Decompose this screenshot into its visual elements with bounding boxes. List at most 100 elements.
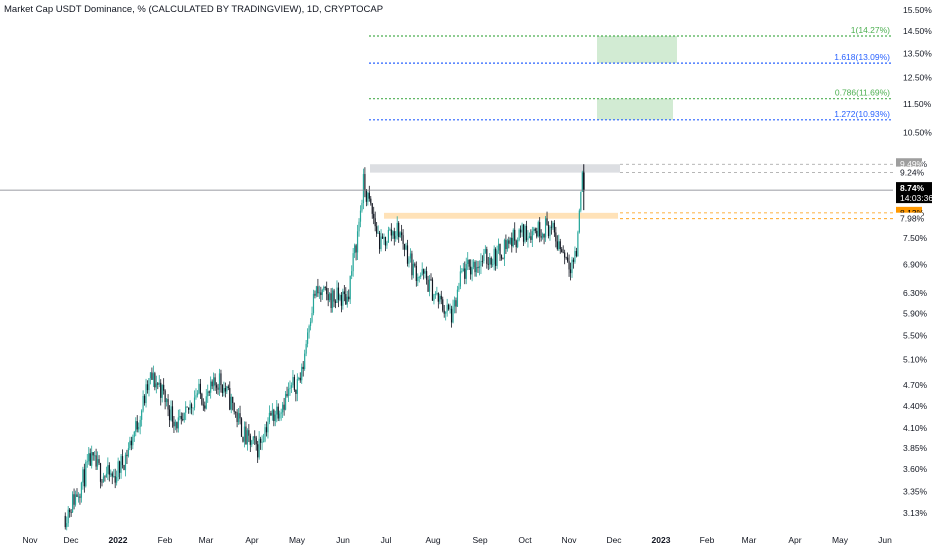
target-zone xyxy=(597,98,673,120)
candle-body xyxy=(277,406,279,419)
candle-body xyxy=(240,418,243,437)
y-tick-label: 3.85% xyxy=(903,443,928,453)
chart-title: Market Cap USDT Dominance, % (CALCULATED… xyxy=(4,4,383,15)
candle-body xyxy=(223,388,225,394)
x-tick-label: Nov xyxy=(22,535,38,545)
candle-body xyxy=(74,494,77,505)
candle-body xyxy=(168,409,171,421)
candle-body xyxy=(389,229,391,231)
candle-body xyxy=(80,482,83,498)
candle-body xyxy=(368,192,370,199)
candle-body xyxy=(428,279,431,292)
candle-body xyxy=(114,476,116,483)
candle-body xyxy=(527,237,529,241)
x-tick-label: Nov xyxy=(561,535,577,545)
candle-body xyxy=(91,452,93,466)
candle-body xyxy=(558,241,560,250)
candle-body xyxy=(567,257,569,262)
candle-body xyxy=(268,412,271,423)
candle-body xyxy=(236,412,238,422)
last-price-countdown: 14:03:36 xyxy=(900,193,932,203)
x-tick-label: Jul xyxy=(381,535,392,545)
chart-zones xyxy=(370,36,677,219)
candle-body xyxy=(152,373,154,380)
candle-body xyxy=(258,438,260,458)
candle-body xyxy=(292,377,294,386)
candle-body xyxy=(86,461,88,463)
candle-body xyxy=(556,241,558,250)
price-tag-label: 9.49% xyxy=(900,159,925,169)
candle-body xyxy=(376,226,378,234)
last-price-tag-bg xyxy=(896,182,932,204)
candle-body xyxy=(440,295,442,300)
y-tick-label: 11.50% xyxy=(903,99,932,109)
candle-body xyxy=(443,310,445,314)
candle-body xyxy=(243,426,246,442)
candle-body xyxy=(124,454,127,470)
candle-body xyxy=(302,366,304,369)
candle-body xyxy=(345,294,347,305)
candle-body xyxy=(331,290,334,308)
candle-body xyxy=(158,382,160,385)
candle-body xyxy=(349,275,351,300)
candle-body xyxy=(202,404,204,406)
candle-body xyxy=(542,233,544,238)
candle-body xyxy=(79,496,81,498)
y-tick-label: 3.35% xyxy=(903,487,928,497)
candle-body xyxy=(95,455,97,467)
candle-body xyxy=(123,465,125,470)
candle-body xyxy=(562,252,564,254)
y-tick-label: 5.10% xyxy=(903,354,928,364)
candle-body xyxy=(273,410,275,422)
candle-body xyxy=(569,269,572,274)
candle-body xyxy=(227,386,229,389)
candle-body xyxy=(116,477,118,483)
candle-body xyxy=(66,523,68,528)
candle-body xyxy=(515,240,517,248)
candle-body xyxy=(399,232,401,238)
candle-body xyxy=(295,389,297,394)
candle-body xyxy=(386,242,388,246)
candle-body xyxy=(405,245,407,250)
candle-body xyxy=(289,387,291,389)
candle-body xyxy=(170,406,172,421)
candle-body xyxy=(505,239,507,250)
candle-body xyxy=(456,289,459,307)
candle-body xyxy=(550,226,553,228)
candle-body xyxy=(217,387,219,390)
candle-body xyxy=(111,473,113,477)
candle-body xyxy=(280,412,282,414)
candle-body xyxy=(205,396,207,409)
candle-body xyxy=(211,381,213,387)
candle-body xyxy=(398,222,400,238)
candle-body xyxy=(179,416,181,418)
candle-body xyxy=(484,249,486,253)
candle-body xyxy=(176,422,178,429)
candle-body xyxy=(496,250,498,266)
candle-body xyxy=(402,235,404,244)
candle-body xyxy=(522,224,525,242)
price-candles[interactable] xyxy=(64,164,585,531)
y-tick-label: 6.30% xyxy=(903,288,928,298)
time-axis[interactable]: Nov Dec 2022 Feb Mar Apr May Jun Jul Aug Sep Oct Nov… xyxy=(22,535,892,545)
x-tick-label: May xyxy=(289,535,306,545)
candle-body xyxy=(401,232,403,236)
candle-body xyxy=(377,232,379,234)
candle-body xyxy=(213,377,215,387)
candle-body xyxy=(346,296,348,305)
y-tick-label: 6.90% xyxy=(903,259,928,269)
candle-body xyxy=(239,413,241,419)
candle-body xyxy=(415,265,417,281)
fib-level-label: 1.272(10.93%) xyxy=(834,109,890,119)
fib-level-label: 1.618(13.09%) xyxy=(834,52,890,62)
candle-body xyxy=(201,393,203,405)
candle-body xyxy=(437,293,439,302)
candle-body xyxy=(260,438,262,443)
candle-body xyxy=(94,455,96,457)
candle-body xyxy=(161,384,163,398)
candle-body xyxy=(317,286,319,294)
price-axis[interactable]: 15.50%14.50%13.50%12.50%11.50%10.50%9.50… xyxy=(896,5,932,518)
last-price-value: 8.74% xyxy=(900,183,925,193)
candle-body xyxy=(284,393,287,410)
